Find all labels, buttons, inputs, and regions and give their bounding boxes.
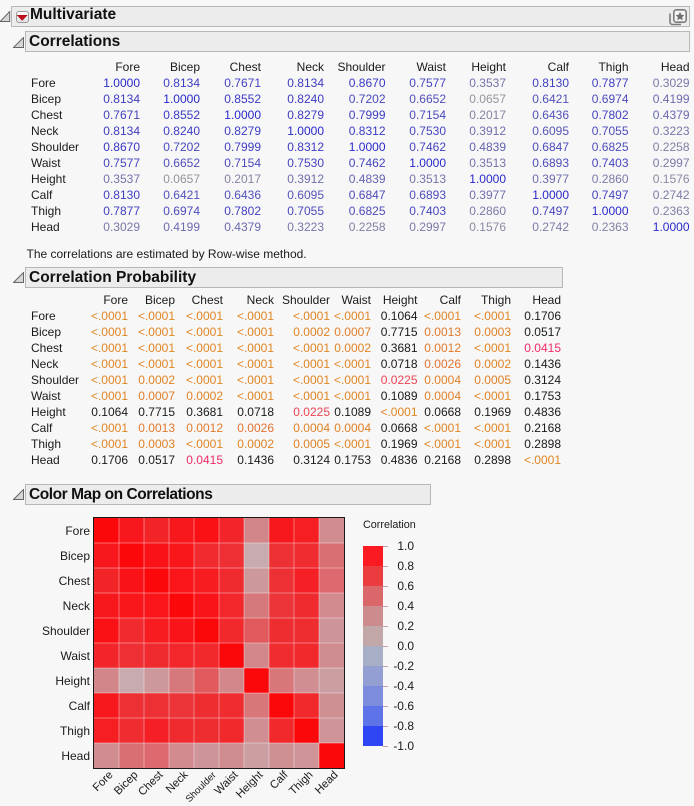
svg-text:Head: Head — [313, 769, 341, 797]
svg-text:Height: Height — [234, 768, 266, 800]
svg-text:Bicep: Bicep — [112, 769, 140, 797]
svg-text:Thigh: Thigh — [287, 769, 315, 797]
svg-text:Chest: Chest — [136, 768, 166, 798]
svg-text:Neck: Neck — [164, 769, 191, 796]
svg-text:Fore: Fore — [91, 769, 116, 794]
